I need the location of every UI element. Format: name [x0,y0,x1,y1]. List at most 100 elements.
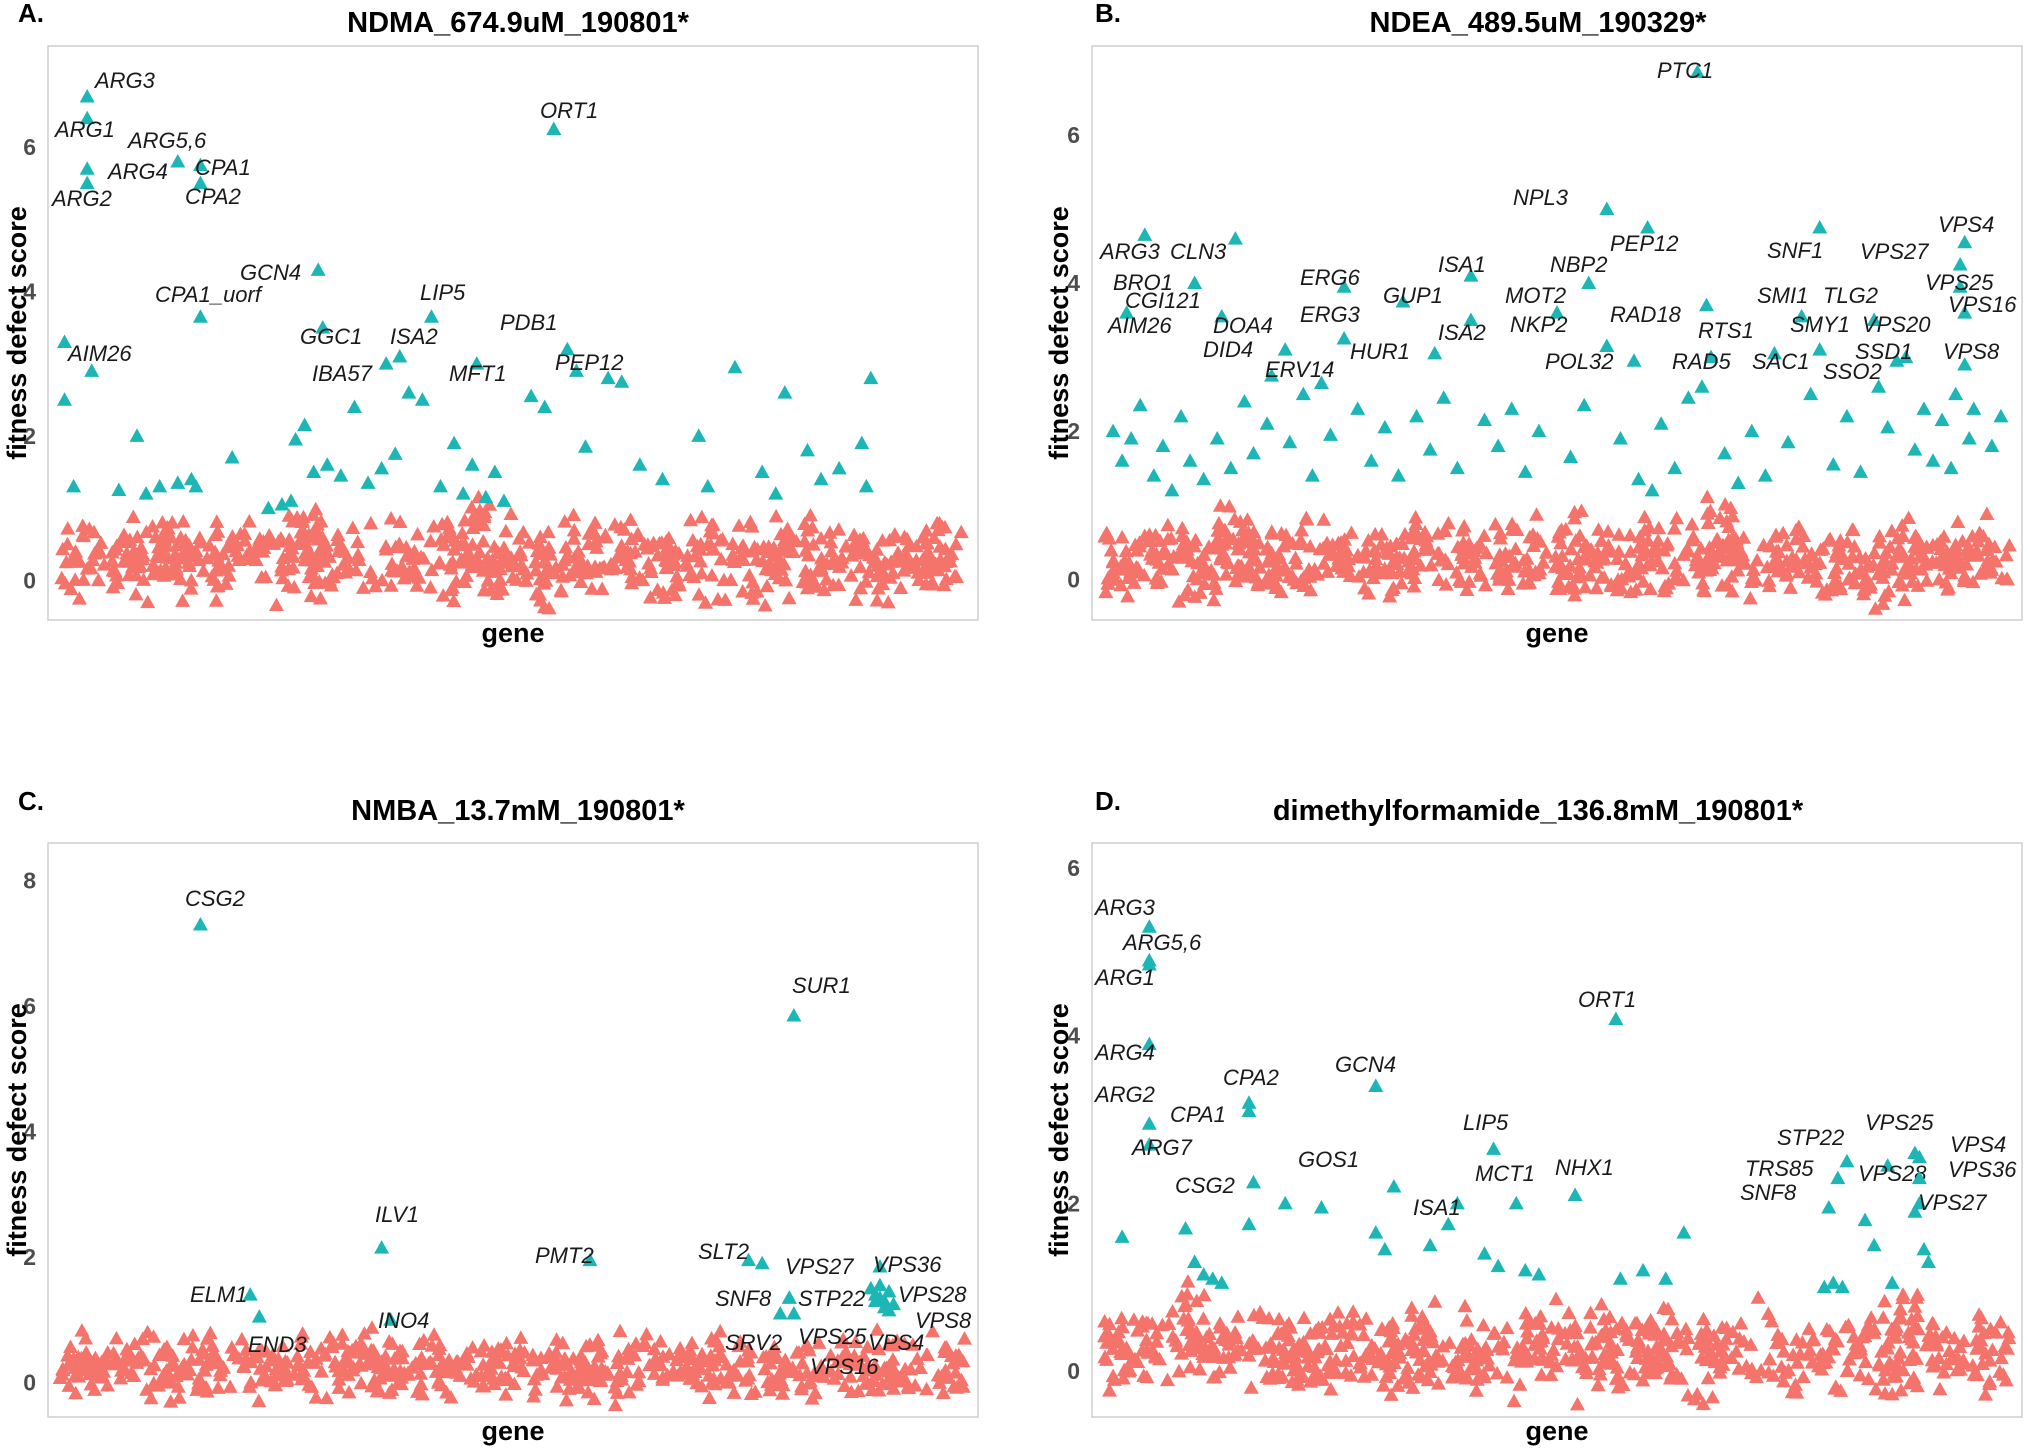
hit-point [387,446,403,460]
gene-label: HUR1 [1350,339,1410,364]
gene-label: CPA2 [185,184,241,209]
background-point [1394,536,1410,551]
background-point [58,554,74,569]
background-point [251,1393,267,1408]
gene-label: RAD5 [1672,349,1731,374]
gene-label: ARG1 [53,117,115,142]
background-point [364,1320,380,1334]
gene-label: MCT1 [1475,1161,1535,1186]
y-axis-label: fitness defect score [2,1003,32,1257]
hit-point [1653,416,1669,430]
background-point [1307,563,1323,577]
background-point [532,592,548,607]
background-point [242,543,258,558]
labeled-hit-point [1599,201,1615,215]
background-point [513,547,529,562]
y-tick-label: 4 [23,1119,36,1145]
hit-point [1132,397,1148,412]
background-point [1884,1386,1900,1401]
background-point [1180,1274,1196,1288]
y-tick-label: 8 [23,868,36,894]
background-point [896,563,912,577]
background-point [1301,1344,1317,1358]
background-point [1776,1344,1792,1358]
background-point [1476,1366,1492,1380]
y-axis-label: fitness defect score [1044,1003,1074,1257]
background-point [1390,1378,1406,1392]
background-point [1853,561,1869,576]
gene-label: PEP12 [555,350,624,375]
background-point [694,509,710,524]
background-point [1290,1377,1306,1391]
background-point [1241,1348,1257,1362]
background-point [706,1333,722,1348]
background-point [1538,545,1554,559]
background-point [1699,489,1715,503]
hit-point [863,370,879,385]
background-point [1753,1362,1769,1377]
hit-point [1436,390,1452,404]
background-point [1635,540,1651,554]
hit-point [319,457,335,471]
gene-label: GUP1 [1383,283,1443,308]
background-point [629,528,645,543]
background-point [1691,564,1707,579]
background-point [800,1338,816,1353]
background-point [1310,1342,1326,1357]
background-point [1884,523,1900,538]
background-point [555,569,571,583]
hit-point [1880,419,1896,434]
background-point [468,1367,484,1381]
background-point [1856,582,1872,596]
hit-point [872,1277,888,1292]
background-point [1230,1309,1246,1323]
background-point [1216,1350,1232,1364]
background-point [435,1354,451,1369]
background-points [54,489,969,615]
background-point [1413,1369,1429,1384]
labeled-hit-point [1486,1141,1502,1155]
background-point [1984,1342,2000,1356]
background-point [712,533,728,547]
background-point [629,1377,645,1391]
background-point [919,1381,935,1396]
background-point [258,569,274,583]
background-point [1114,1310,1130,1325]
background-point [701,1390,717,1405]
background-point [261,527,277,542]
background-point [1971,1307,1987,1321]
background-point [811,1335,827,1349]
background-point [1338,1353,1354,1367]
background-point [1622,527,1638,542]
gene-label: ORT1 [1578,987,1636,1012]
background-point [1907,539,1923,553]
background-point [1265,1339,1281,1353]
gene-label: ISA2 [390,324,438,349]
labeled-hit-point [1427,345,1443,360]
background-point [60,521,76,535]
background-point [890,545,906,559]
background-point [642,589,658,604]
hit-point [1825,456,1841,471]
background-point [1287,1354,1303,1368]
background-point [1678,1321,1694,1336]
background-point [893,580,909,594]
panel-letter: B. [1095,0,1121,28]
background-point [843,568,859,582]
gene-label: GCN4 [1335,1052,1396,1077]
background-point [628,1336,644,1350]
background-point [1623,544,1639,558]
background-point [1404,1300,1420,1314]
background-point [1669,1335,1685,1349]
background-point [1964,528,1980,543]
background-point [1619,1326,1635,1340]
background-point [761,539,777,553]
gene-label: GOS1 [1298,1147,1359,1172]
background-point [340,1367,356,1381]
background-point [837,1378,853,1393]
background-point [542,547,558,561]
background-point [460,1349,476,1364]
background-point [1406,543,1422,558]
background-point [410,526,426,541]
background-point [179,1366,195,1381]
